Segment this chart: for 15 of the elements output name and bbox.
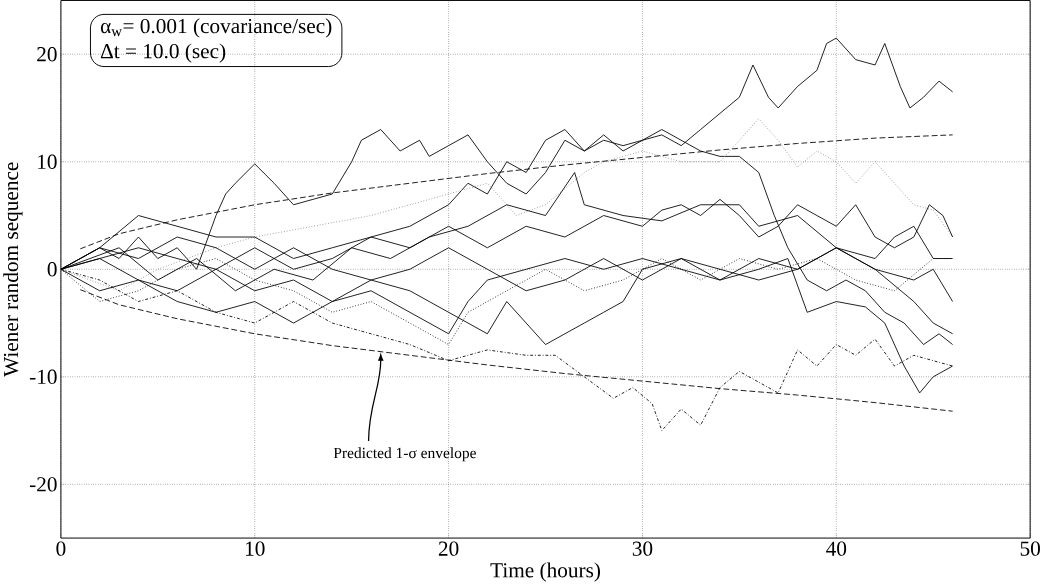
- x-tick-label: 20: [438, 541, 459, 556]
- annotation: Δt = 10.0 (sec): [100, 43, 226, 63]
- annotation: α$_{w}$= 0.001 (covariance/sec): [100, 18, 332, 38]
- y-tick-label: 0: [47, 262, 57, 277]
- y-tick-label: 10: [38, 154, 57, 169]
- annotation: Predicted 1-σ envelope: [333, 447, 476, 462]
- y-tick-label: 20: [37, 47, 57, 62]
- y-axis-title: Wiener random sequence: [3, 162, 23, 377]
- y-tick-label: -10: [29, 369, 57, 384]
- x-tick-label: 10: [245, 541, 265, 556]
- x-tick-label: 40: [826, 541, 847, 556]
- x-tick-label: 30: [632, 541, 653, 556]
- x-axis-title: Time (hours): [490, 562, 601, 582]
- x-tick-label: 50: [1020, 541, 1040, 556]
- y-tick-label: -20: [29, 477, 57, 492]
